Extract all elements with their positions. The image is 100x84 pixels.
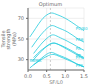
svg-text:1.5: 1.5	[80, 73, 88, 79]
svg-text:70: 70	[18, 15, 24, 21]
svg-text:PPS: PPS	[76, 55, 84, 60]
svg-text:SF/L0: SF/L0	[49, 79, 63, 84]
svg-text:30: 30	[18, 56, 24, 62]
svg-text:PA: PA	[76, 46, 81, 51]
svg-text:PA6: PA6	[76, 37, 84, 42]
svg-text:0.5: 0.5	[43, 73, 51, 79]
svg-text:PC/80: PC/80	[76, 26, 88, 31]
svg-text:1.0: 1.0	[61, 73, 69, 79]
svg-text:Tensilestrength(MPa): Tensilestrength(MPa)	[8, 28, 17, 49]
svg-text:50: 50	[18, 36, 24, 42]
svg-text:0.0: 0.0	[24, 73, 32, 79]
html-text:Tensile: Tensile	[0, 30, 6, 48]
svg-text:PPS: PPS	[76, 63, 84, 68]
svg-text:PBMA: PBMA	[30, 58, 42, 63]
svg-text:Optimum: Optimum	[39, 1, 62, 8]
